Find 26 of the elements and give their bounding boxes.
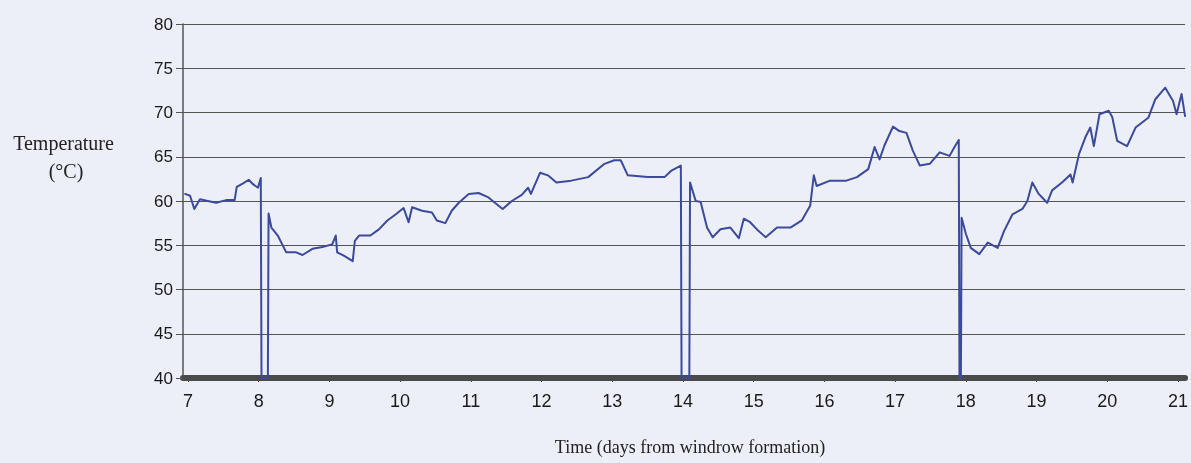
y-tick-label: 65 bbox=[154, 147, 173, 167]
y-tick-label: 55 bbox=[154, 235, 173, 255]
x-tick-label: 9 bbox=[324, 391, 335, 411]
y-tick-label: 45 bbox=[154, 324, 173, 344]
x-axis-title: Time (days from windrow formation) bbox=[554, 437, 826, 458]
x-tick-label: 8 bbox=[253, 391, 264, 411]
x-tick-label: 21 bbox=[1167, 391, 1188, 411]
y-tick-label: 75 bbox=[154, 58, 173, 78]
x-tick-label: 11 bbox=[461, 391, 481, 411]
y-tick-label: 60 bbox=[154, 191, 173, 211]
x-tick-label: 15 bbox=[743, 391, 764, 411]
y-tick-label: 70 bbox=[154, 103, 173, 122]
x-tick-label: 13 bbox=[602, 391, 623, 411]
x-tick-label: 20 bbox=[1097, 391, 1118, 411]
x-tick-label: 16 bbox=[814, 391, 835, 411]
y-tick-label: 80 bbox=[154, 14, 173, 34]
y-tick-label: 40 bbox=[154, 368, 173, 388]
x-tick-label: 19 bbox=[1026, 391, 1047, 411]
x-tick-label: 17 bbox=[885, 391, 906, 411]
x-tick-label: 14 bbox=[672, 391, 693, 411]
x-tick-label: 10 bbox=[390, 391, 411, 411]
y-tick-label: 50 bbox=[154, 280, 173, 299]
x-tick-label: 7 bbox=[182, 391, 193, 411]
y-axis-title: Temperature (°C) bbox=[13, 132, 119, 183]
x-tick-label: 12 bbox=[531, 391, 552, 411]
x-tick-label: 18 bbox=[955, 391, 976, 411]
